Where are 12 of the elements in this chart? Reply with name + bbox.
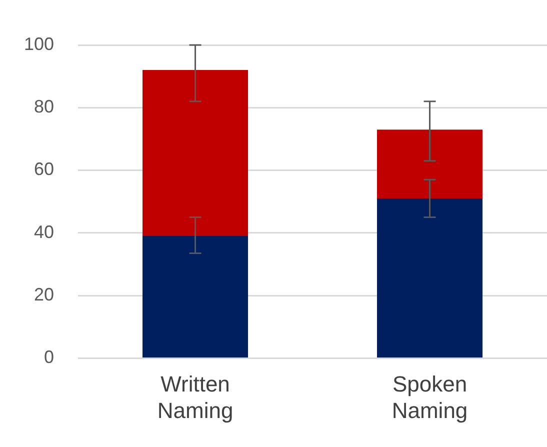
bar <box>142 236 248 358</box>
y-tick-label: 20 <box>34 284 54 305</box>
y-tick-label: 0 <box>44 347 54 368</box>
bar <box>142 70 248 236</box>
y-tick-label: 80 <box>34 96 54 117</box>
bar <box>377 130 483 198</box>
y-tick-label: 100 <box>24 34 54 54</box>
y-tick-label: 40 <box>34 222 54 242</box>
x-tick-label: Spoken Naming <box>392 371 468 423</box>
bar <box>377 198 483 358</box>
x-tick-label: Written Naming <box>157 371 234 423</box>
y-tick-label: 60 <box>34 159 54 180</box>
